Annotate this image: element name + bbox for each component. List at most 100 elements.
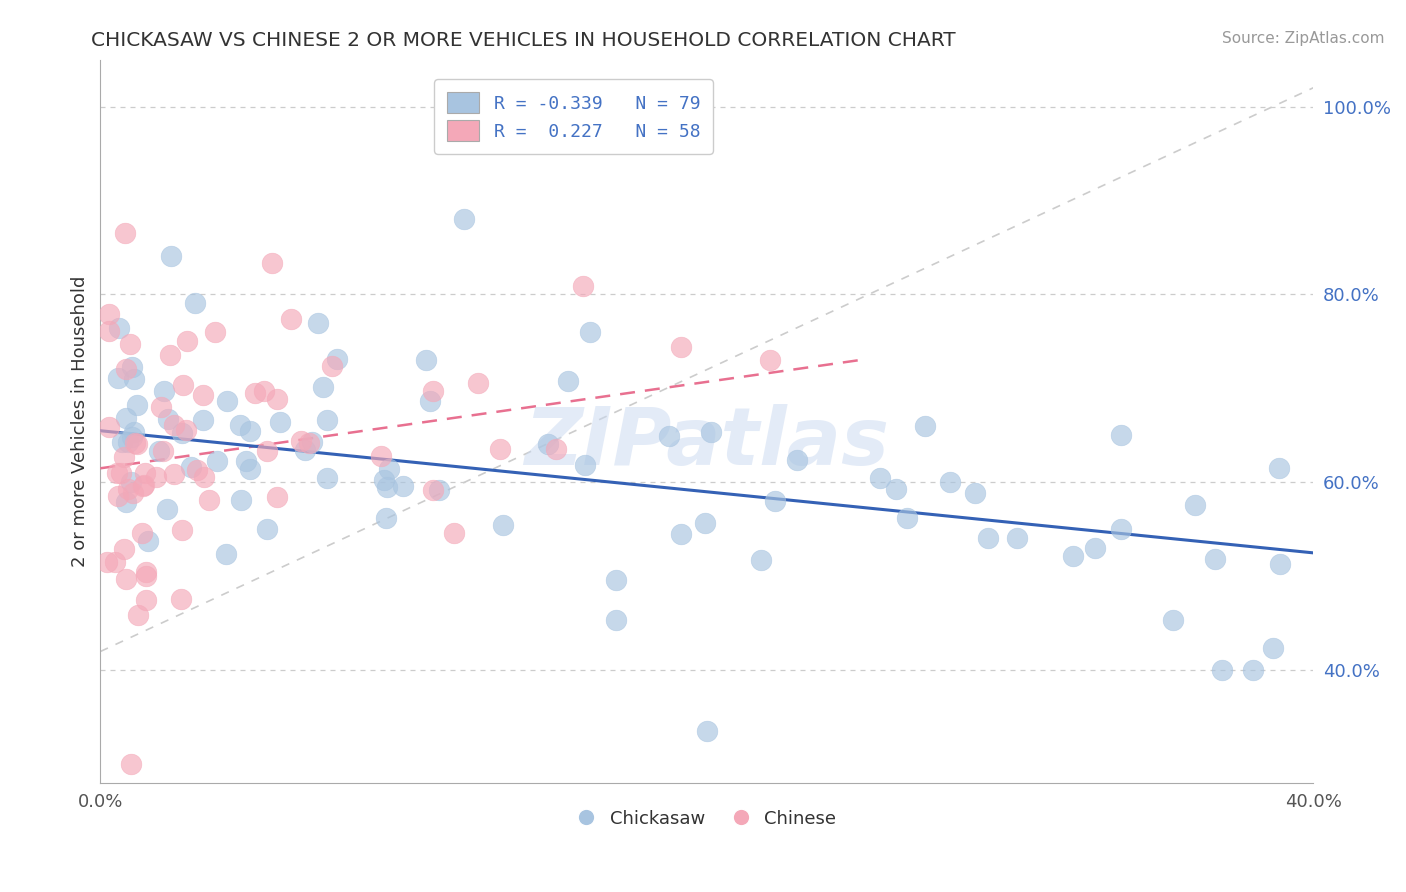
Point [159,348,181,362]
Point [96,555,118,569]
Point [669,340,692,354]
Point [163,417,186,432]
Point [117,482,139,496]
Point [489,442,512,456]
Point [422,483,444,497]
Point [557,374,579,388]
Point [696,724,718,739]
Point [370,449,392,463]
Point [574,458,596,473]
Point [156,502,179,516]
Point [301,435,323,450]
Point [193,413,215,427]
Point [294,442,316,457]
Point [111,434,134,449]
Point [572,278,595,293]
Point [280,312,302,326]
Point [253,384,276,398]
Point [373,473,395,487]
Point [98,307,121,321]
Point [886,482,908,496]
Point [172,378,194,392]
Point [120,757,142,772]
Point [174,423,197,437]
Point [176,334,198,348]
Point [977,531,1000,545]
Point [763,494,786,508]
Point [605,573,627,587]
Text: Source: ZipAtlas.com: Source: ZipAtlas.com [1222,31,1385,46]
Point [963,486,986,500]
Point [198,492,221,507]
Point [136,534,159,549]
Point [375,510,398,524]
Point [243,385,266,400]
Point [117,435,139,450]
Y-axis label: 2 or more Vehicles in Household: 2 or more Vehicles in Household [72,276,89,567]
Point [191,388,214,402]
Point [114,410,136,425]
Point [205,453,228,467]
Point [184,296,207,310]
Point [131,526,153,541]
Point [256,522,278,536]
Point [1062,549,1084,563]
Point [1007,531,1029,545]
Point [316,471,339,485]
Point [315,413,337,427]
Point [375,480,398,494]
Point [115,572,138,586]
Point [321,359,343,373]
Point [120,337,142,351]
Point [148,444,170,458]
Point [1204,552,1226,566]
Point [544,442,567,456]
Point [145,470,167,484]
Point [121,359,143,374]
Point [1261,640,1284,655]
Point [759,353,782,368]
Point [658,428,681,442]
Point [786,452,808,467]
Point [467,376,489,391]
Point [121,429,143,443]
Point [256,443,278,458]
Point [419,393,441,408]
Point [122,372,145,386]
Point [110,467,132,481]
Text: CHICKASAW VS CHINESE 2 OR MORE VEHICLES IN HOUSEHOLD CORRELATION CHART: CHICKASAW VS CHINESE 2 OR MORE VEHICLES … [91,31,956,50]
Point [160,249,183,263]
Point [1163,613,1185,627]
Point [122,425,145,439]
Point [896,511,918,525]
Point [228,417,250,432]
Point [1268,557,1291,571]
Point [290,434,312,448]
Point [326,351,349,366]
Point [699,425,721,439]
Point [132,479,155,493]
Point [115,362,138,376]
Point [260,256,283,270]
Point [112,450,135,464]
Point [153,384,176,398]
Point [115,495,138,509]
Point [107,490,129,504]
Point [453,212,475,227]
Point [134,466,156,480]
Point [307,316,329,330]
Point [98,324,121,338]
Point [378,462,401,476]
Point [415,353,437,368]
Point [170,524,193,538]
Point [114,227,136,241]
Point [229,492,252,507]
Point [127,398,149,412]
Point [186,463,208,477]
Point [215,548,238,562]
Point [215,393,238,408]
Point [204,325,226,339]
Point [170,426,193,441]
Point [170,591,193,606]
Point [579,325,602,339]
